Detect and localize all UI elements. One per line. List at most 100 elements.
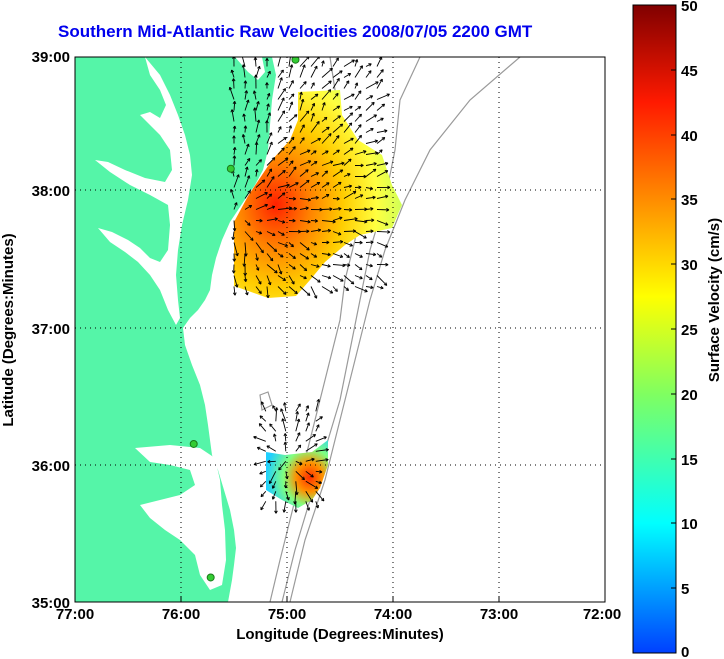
velocity-vector bbox=[244, 205, 252, 210]
velocity-vector bbox=[310, 103, 315, 111]
velocity-vector-head bbox=[271, 157, 275, 159]
velocity-vectors-north bbox=[228, 57, 391, 299]
velocity-vector-head bbox=[232, 147, 236, 151]
velocity-vector bbox=[310, 275, 321, 283]
velocity-vector-head bbox=[370, 263, 373, 267]
velocity-vector-head bbox=[275, 270, 278, 274]
velocity-vector bbox=[255, 204, 268, 210]
velocity-vector bbox=[266, 70, 271, 78]
velocity-vector bbox=[277, 286, 287, 295]
velocity-vector bbox=[255, 119, 260, 133]
x-axis-label: Longitude (Degrees:Minutes) bbox=[236, 626, 444, 643]
colorbar-tick-marks bbox=[671, 69, 676, 589]
velocity-vector bbox=[376, 253, 383, 258]
velocity-vector-head bbox=[338, 206, 342, 209]
velocity-vector-head bbox=[259, 415, 262, 419]
velocity-vector-head bbox=[324, 170, 328, 173]
velocity-vector-head bbox=[292, 243, 294, 247]
velocity-vector-head bbox=[384, 194, 389, 197]
velocity-vector-head bbox=[265, 82, 268, 86]
velocity-vector bbox=[343, 93, 355, 100]
velocity-vector-head bbox=[345, 80, 350, 83]
x-tick-label: 73:00 bbox=[480, 606, 518, 623]
velocity-vector-head bbox=[241, 134, 244, 138]
velocity-vector-head bbox=[228, 87, 231, 91]
velocity-vector-head bbox=[319, 480, 322, 484]
velocity-vector bbox=[310, 220, 318, 222]
velocity-vector-head bbox=[293, 266, 296, 270]
velocity-vector bbox=[295, 411, 299, 422]
velocity-vector-head bbox=[365, 289, 368, 292]
velocity-vector bbox=[259, 415, 267, 422]
velocity-vector bbox=[365, 81, 379, 89]
velocity-vector-head bbox=[290, 160, 294, 163]
velocity-vector bbox=[305, 458, 315, 462]
colorbar-tick-label: 25 bbox=[681, 322, 698, 339]
velocity-vector bbox=[321, 60, 325, 67]
velocity-vector-head bbox=[371, 218, 375, 221]
velocity-vector-head bbox=[305, 169, 309, 171]
radar-station-marker bbox=[291, 57, 300, 64]
velocity-vector-head bbox=[364, 235, 367, 239]
velocity-vector bbox=[299, 275, 307, 279]
velocity-vector bbox=[332, 135, 340, 144]
velocity-vector bbox=[315, 416, 323, 422]
velocity-vector bbox=[332, 181, 342, 188]
velocity-vector bbox=[288, 182, 299, 188]
velocity-vector bbox=[305, 405, 309, 412]
velocity-vector-head bbox=[317, 228, 321, 231]
velocity-vector bbox=[315, 424, 320, 432]
velocity-vector bbox=[277, 88, 286, 100]
velocity-vector bbox=[277, 192, 286, 199]
velocity-vector-head bbox=[269, 423, 271, 427]
velocity-vector bbox=[299, 207, 309, 210]
velocity-vector bbox=[310, 121, 320, 133]
velocity-vector bbox=[310, 264, 320, 268]
velocity-vector bbox=[255, 101, 260, 111]
velocity-vector-head bbox=[308, 507, 311, 511]
velocity-vector-head bbox=[283, 509, 287, 513]
velocity-vector-head bbox=[236, 174, 240, 177]
velocity-vector bbox=[310, 150, 317, 155]
velocity-vector bbox=[354, 82, 358, 89]
velocity-vector-head bbox=[253, 436, 256, 440]
velocity-vector bbox=[365, 208, 374, 210]
velocity-vector-head bbox=[288, 206, 292, 209]
velocity-vector bbox=[277, 275, 286, 281]
velocity-vector-head bbox=[385, 262, 389, 266]
colorbar bbox=[632, 4, 677, 654]
velocity-vector-head bbox=[359, 240, 363, 244]
velocity-vector-head bbox=[303, 476, 305, 480]
velocity-vector bbox=[305, 422, 310, 432]
velocity-vector-head bbox=[267, 70, 271, 74]
velocity-vector-head bbox=[230, 109, 233, 113]
velocity-vector bbox=[288, 286, 298, 295]
colorbar-tick-label: 10 bbox=[681, 516, 698, 533]
velocity-vector bbox=[321, 161, 334, 166]
velocity-vector bbox=[266, 286, 269, 298]
velocity-vector bbox=[354, 231, 367, 239]
velocity-vector-head bbox=[364, 219, 368, 223]
velocity-vector bbox=[332, 93, 339, 100]
velocity-vector-head bbox=[278, 468, 282, 471]
velocity-vector-head bbox=[325, 458, 329, 460]
velocity-vector bbox=[288, 160, 294, 166]
radar-station-marker bbox=[189, 439, 198, 448]
colorbar-tick-label: 30 bbox=[681, 257, 698, 274]
velocity-vector-head bbox=[259, 218, 263, 222]
velocity-vector bbox=[229, 87, 235, 100]
velocity-vector-head bbox=[329, 207, 333, 210]
velocity-vector bbox=[299, 220, 311, 223]
velocity-vector-head bbox=[301, 137, 305, 140]
velocity-vector-head bbox=[311, 112, 315, 116]
velocity-vector bbox=[299, 253, 309, 260]
velocity-vector-head bbox=[336, 135, 340, 138]
velocity-vector-head bbox=[266, 92, 270, 96]
velocity-vector bbox=[343, 122, 353, 133]
velocity-vector bbox=[343, 137, 354, 144]
velocity-vector-head bbox=[293, 255, 296, 259]
velocity-vector bbox=[257, 447, 266, 452]
velocity-vector-head bbox=[354, 217, 358, 220]
velocity-vector bbox=[376, 93, 390, 100]
x-tick-marks bbox=[180, 596, 500, 602]
